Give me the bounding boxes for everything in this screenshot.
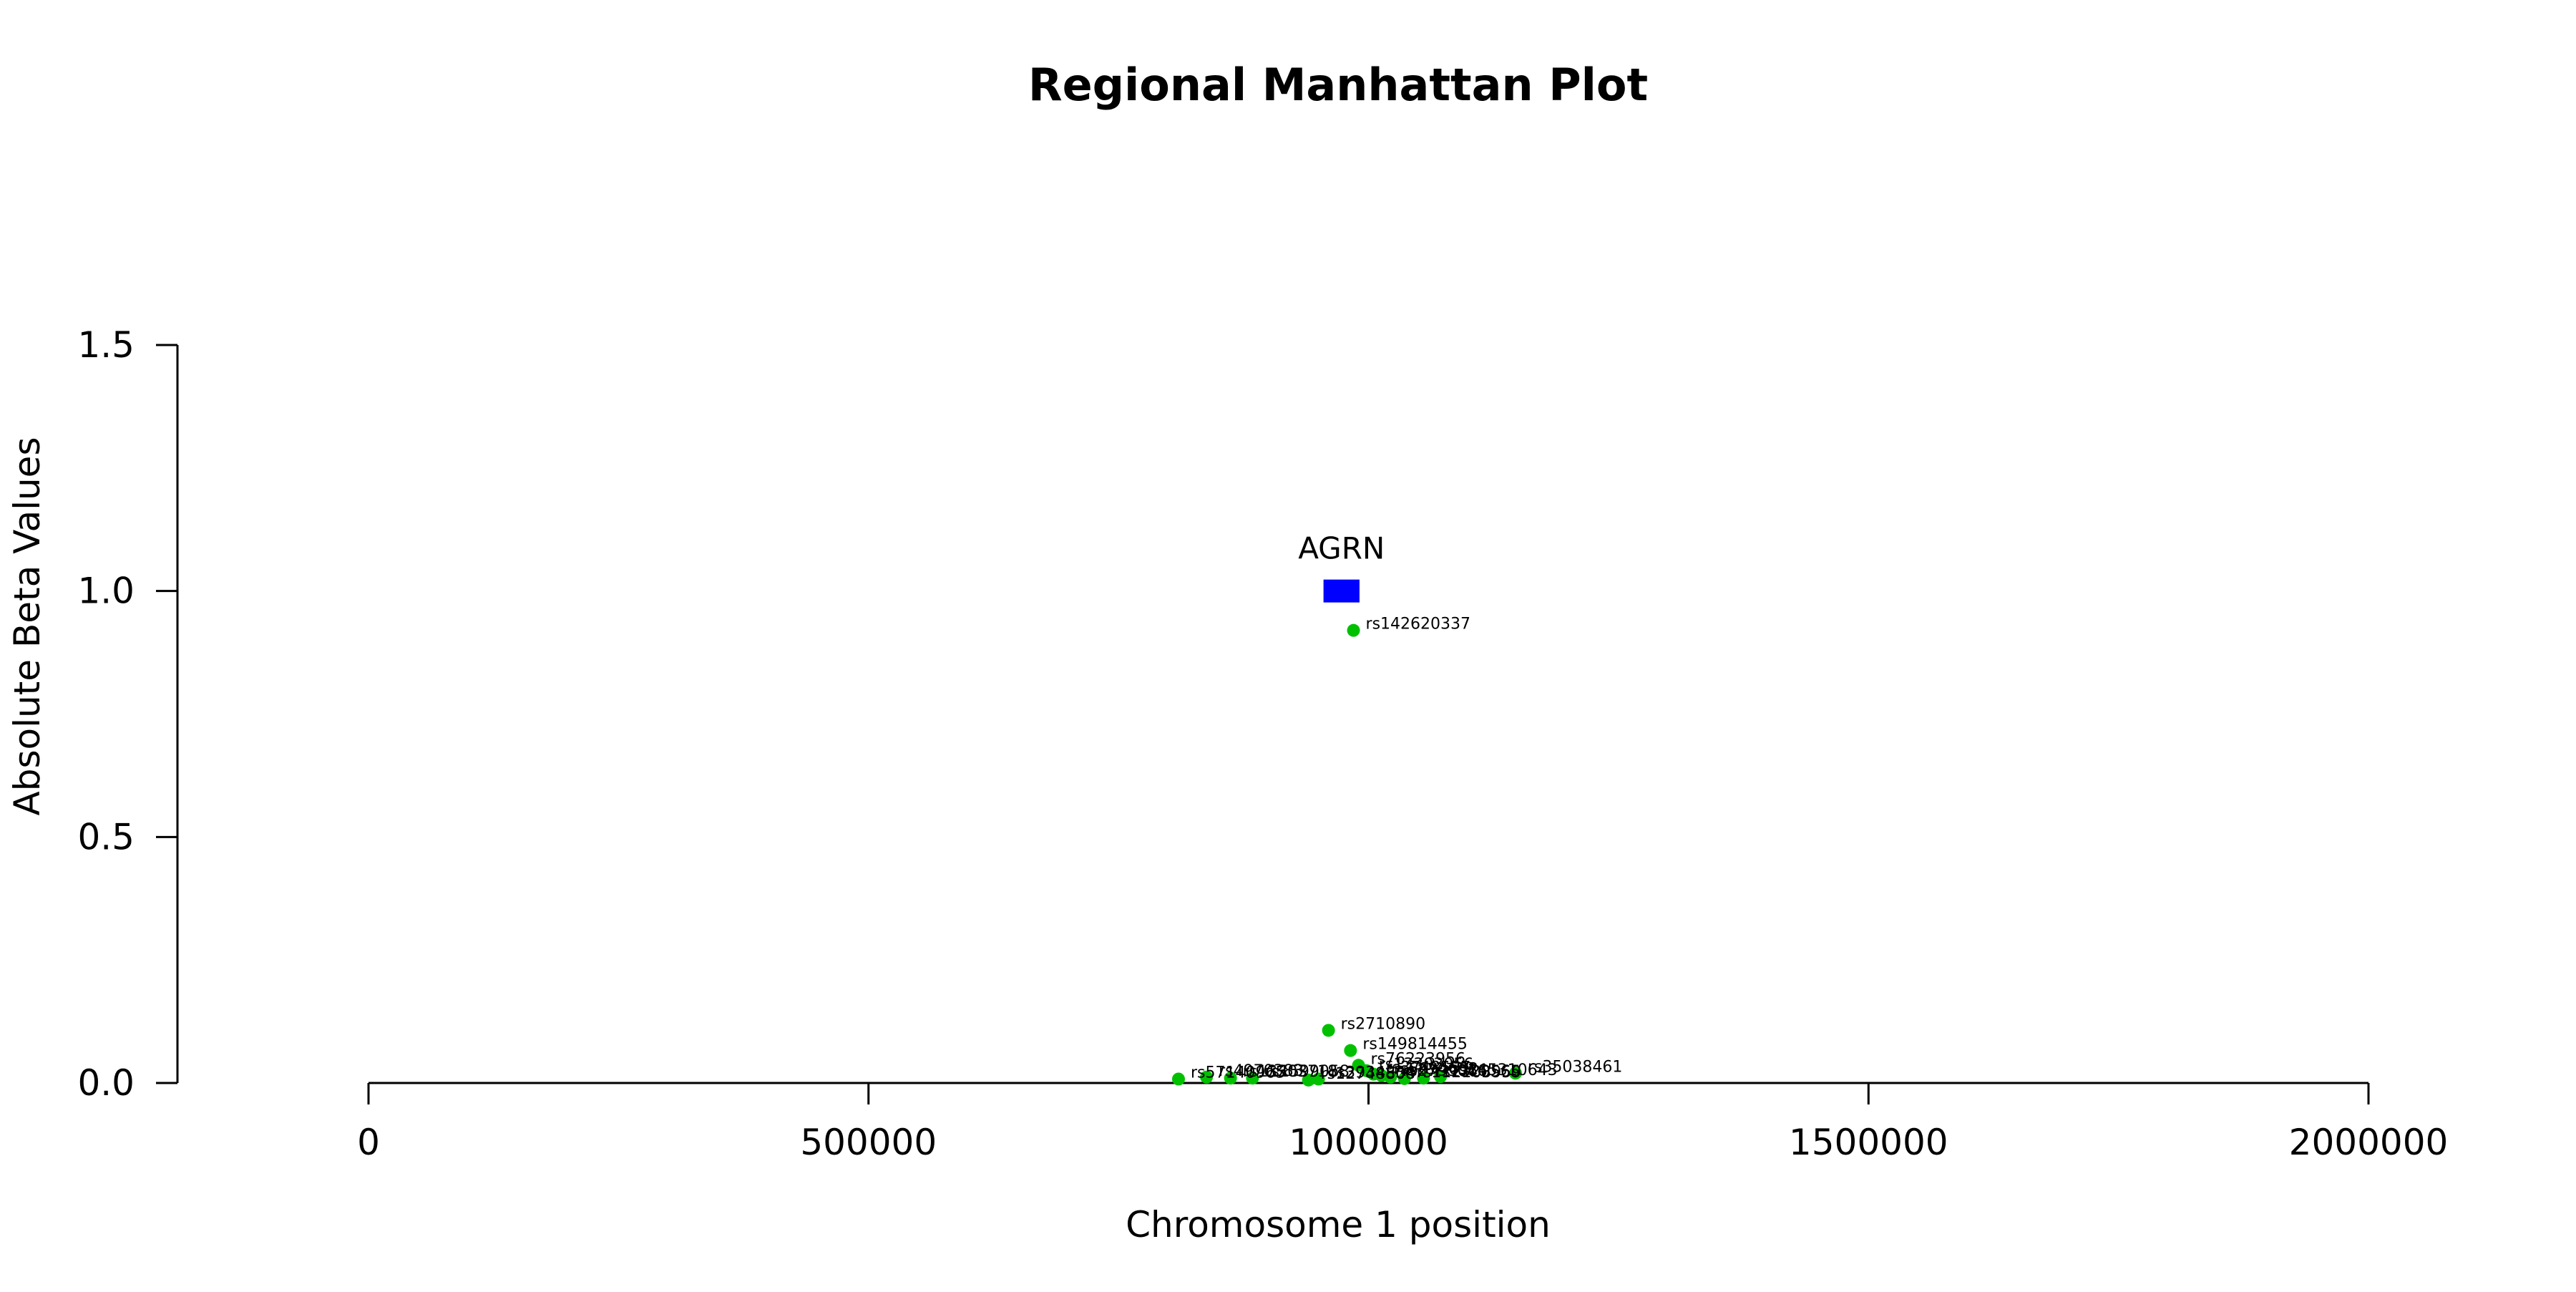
y-axis: 0.0 0.5 1.0 1.5 [77, 324, 179, 1104]
snp-point [1200, 1070, 1214, 1084]
x-tick-label: 1500000 [1789, 1122, 1948, 1163]
snp-point [1384, 1070, 1397, 1084]
snp-point [1322, 1024, 1335, 1037]
x-tick-label: 1000000 [1289, 1122, 1448, 1163]
x-axis-label: Chromosome 1 position [1126, 1204, 1551, 1245]
snp-label: rs35038461 [1528, 1058, 1622, 1076]
snp-point [1347, 623, 1360, 637]
snp-point [1312, 1072, 1325, 1086]
x-tick-label: 0 [357, 1122, 380, 1163]
snp-point [1344, 1044, 1357, 1057]
snp-label: rs12748808 [1321, 1065, 1415, 1083]
gene-layer: AGRN [1298, 531, 1385, 603]
snp-label: rs4970383 [1219, 1062, 1304, 1080]
snp-label: rs145310643 [1453, 1062, 1557, 1079]
snp-label: rs2799066 [1402, 1062, 1488, 1080]
gene-block-agrn [1323, 579, 1360, 603]
gene-label: AGRN [1298, 531, 1385, 566]
snp-point [1302, 1073, 1315, 1087]
snp-label: rs3748597 [1385, 1059, 1470, 1077]
snp-point [1224, 1072, 1237, 1085]
y-tick-label: 0.0 [77, 1062, 135, 1104]
snp-label: rs2710890 [1341, 1015, 1426, 1033]
x-axis: 0 500000 1000000 1500000 2000000 [357, 1082, 2449, 1163]
snp-point [1397, 1072, 1411, 1085]
chart-title: Regional Manhattan Plot [1028, 59, 1648, 111]
snp-label: rs57140965 [1191, 1064, 1285, 1082]
y-axis-label: Absolute Beta Values [6, 437, 48, 816]
snp-label: rs149814455 [1362, 1036, 1467, 1054]
snp-label: rs13303718 [1243, 1063, 1337, 1081]
y-tick-label: 1.0 [77, 570, 135, 612]
snp-label: rs1599058 [1264, 1063, 1350, 1081]
y-tick-label: 1.5 [77, 324, 135, 366]
snp-labels: rs142620337 rs2710890 rs149814455rs7622395… [1191, 616, 1622, 1083]
snp-point [1434, 1070, 1448, 1084]
snp-point [1171, 1072, 1185, 1086]
snp-point [1417, 1072, 1430, 1085]
x-tick-label: 500000 [800, 1122, 937, 1163]
y-tick-label: 0.5 [77, 816, 135, 858]
snp-label: rs112103959 [1417, 1064, 1521, 1082]
snp-label: rs142620337 [1366, 616, 1470, 633]
x-tick-label: 2000000 [2289, 1122, 2449, 1163]
snp-label: rs76223956 [1371, 1050, 1465, 1068]
snp-points [1171, 623, 1522, 1087]
snp-label: rs6694632 [1394, 1061, 1479, 1079]
snp-point [1508, 1067, 1522, 1080]
snp-label: rs13303056 [1379, 1056, 1473, 1074]
snp-label: rs1320565 [1435, 1063, 1521, 1081]
snp-label: rs3934834 [1331, 1064, 1416, 1082]
snp-point [1246, 1072, 1259, 1085]
